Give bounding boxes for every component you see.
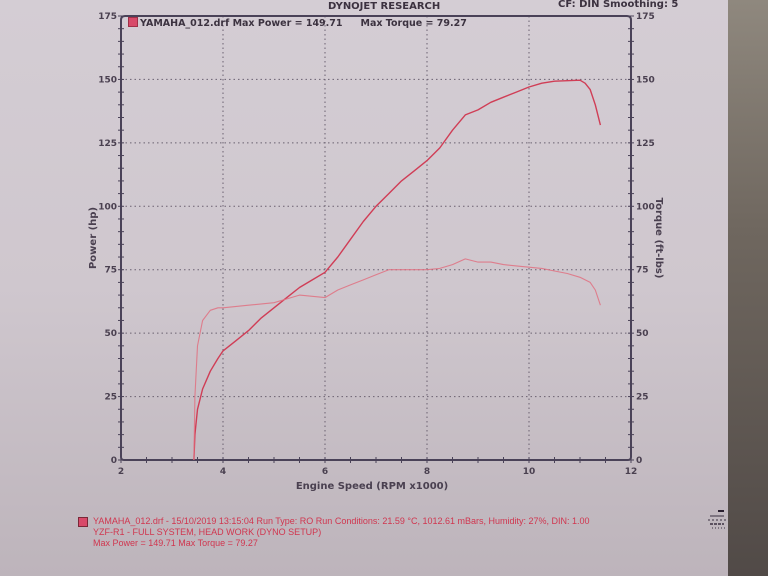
svg-text:12: 12 [625, 467, 638, 477]
run-info-line-3: Max Power = 149.71 Max Torque = 79.27 [93, 538, 258, 548]
svg-text:100: 100 [98, 202, 117, 212]
x-axis-label: Engine Speed (RPM x1000) [296, 481, 448, 492]
chart-grid [121, 16, 631, 460]
run-info-footer: YAMAHA_012.drf - 15/10/2019 13:15:04 Run… [78, 516, 590, 549]
y2-axis-label: Torque (ft-lbs) [653, 198, 664, 279]
svg-text:175: 175 [98, 12, 117, 22]
y-axis-label: Power (hp) [88, 207, 99, 269]
svg-text:175: 175 [636, 12, 655, 22]
legend-max-torque: Max Torque = 79.27 [360, 18, 467, 29]
svg-text:2: 2 [118, 467, 124, 477]
run-info-line-1: YAMAHA_012.drf - 15/10/2019 13:15:04 Run… [93, 516, 590, 526]
svg-text:8: 8 [424, 467, 430, 477]
svg-text:150: 150 [98, 75, 117, 85]
legend-swatch-icon [128, 17, 138, 27]
svg-text:50: 50 [636, 329, 649, 339]
run-info-line-2: YZF-R1 - FULL SYSTEM, HEAD WORK (DYNO SE… [93, 527, 322, 537]
svg-text:50: 50 [104, 329, 117, 339]
chart-title: DYNOJET RESEARCH [328, 1, 441, 12]
svg-text:0: 0 [111, 456, 117, 466]
svg-text:150: 150 [636, 75, 655, 85]
svg-text:75: 75 [104, 266, 117, 276]
legend-file: YAMAHA_012.drf [140, 18, 230, 29]
chart-legend: YAMAHA_012.drf Max Power = 149.71 Max Tor… [128, 17, 467, 29]
legend-max-power: Max Power = 149.71 [232, 18, 343, 29]
svg-text:10: 10 [523, 467, 536, 477]
svg-text:0: 0 [636, 456, 642, 466]
chart-curves [193, 79, 602, 461]
chart-axes: 0 0 25 25 50 50 75 75 100 100 125 125 150 150 175 175 2 4… [98, 12, 655, 477]
svg-text:25: 25 [636, 393, 649, 403]
svg-text:100: 100 [636, 202, 655, 212]
svg-text:75: 75 [636, 266, 649, 276]
dyno-chart: 0 0 25 25 50 50 75 75 100 100 125 125 150 150 175 175 2 4… [88, 12, 664, 492]
ink-mark [708, 510, 726, 529]
desk-background [728, 0, 768, 576]
svg-text:25: 25 [104, 393, 117, 403]
svg-text:4: 4 [220, 467, 226, 477]
svg-text:125: 125 [98, 139, 117, 149]
svg-text:6: 6 [322, 467, 328, 477]
run-swatch-icon [78, 517, 88, 527]
svg-text:125: 125 [636, 139, 655, 149]
correction-factor-label: CF: DIN Smoothing: 5 [558, 0, 679, 10]
